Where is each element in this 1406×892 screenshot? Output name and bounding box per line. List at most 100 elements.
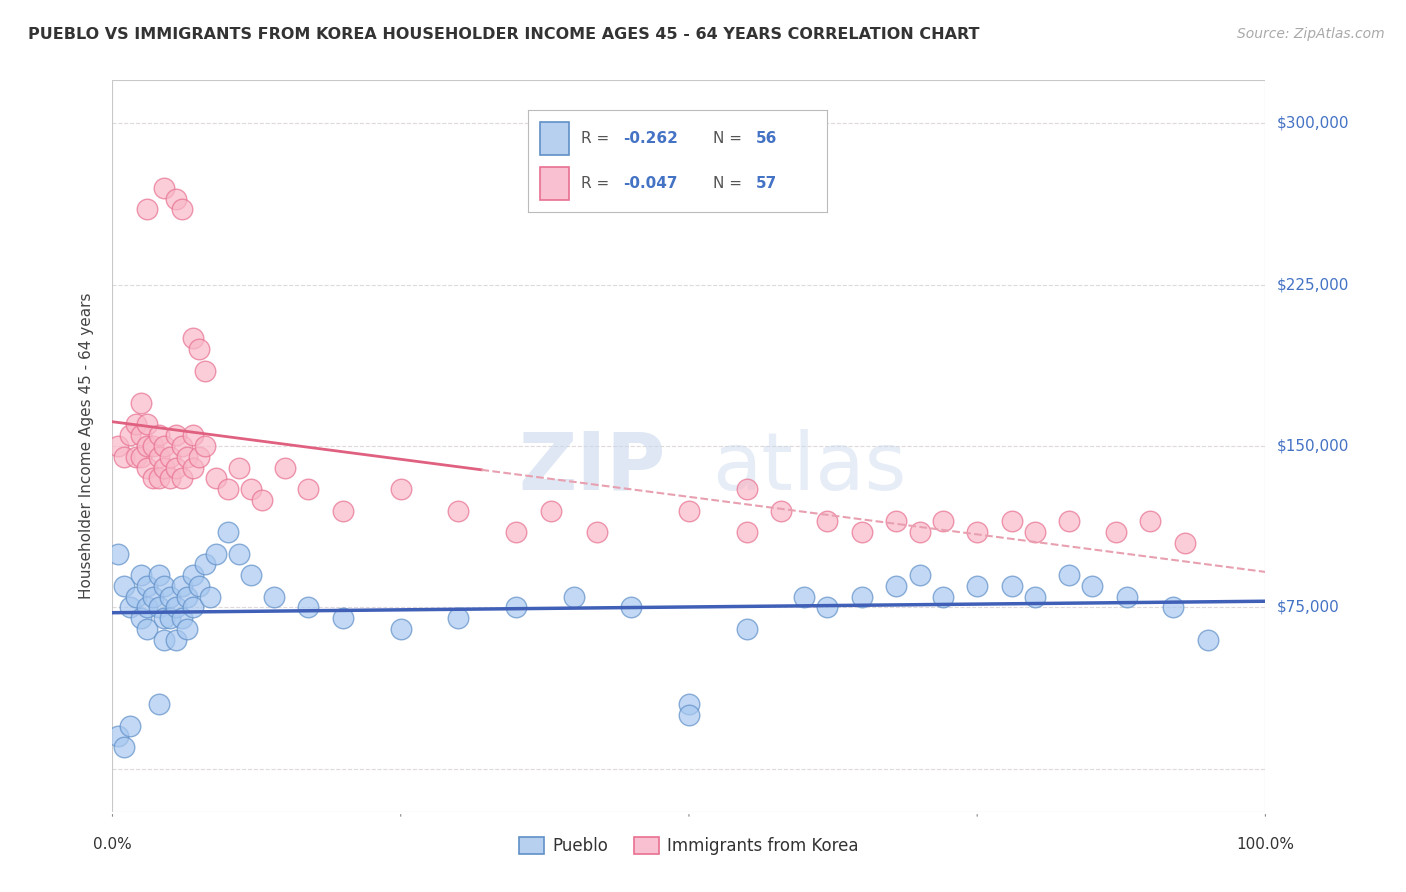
Point bbox=[165, 600, 187, 615]
Y-axis label: Householder Income Ages 45 - 64 years: Householder Income Ages 45 - 64 years bbox=[79, 293, 94, 599]
Point bbox=[505, 600, 527, 615]
Point bbox=[1024, 590, 1046, 604]
Point bbox=[159, 471, 181, 485]
Point bbox=[389, 482, 412, 496]
Point bbox=[1001, 514, 1024, 528]
Point bbox=[159, 611, 181, 625]
Point bbox=[118, 600, 141, 615]
Point bbox=[297, 482, 319, 496]
Text: ZIP: ZIP bbox=[519, 429, 666, 507]
Point bbox=[153, 439, 176, 453]
Point bbox=[142, 590, 165, 604]
Point bbox=[148, 568, 170, 582]
Point bbox=[129, 611, 153, 625]
Point bbox=[620, 600, 643, 615]
Point bbox=[188, 342, 211, 356]
Point bbox=[136, 439, 159, 453]
Point bbox=[274, 460, 297, 475]
Text: 100.0%: 100.0% bbox=[1236, 837, 1295, 852]
Point bbox=[129, 568, 153, 582]
Point bbox=[540, 503, 562, 517]
Point bbox=[181, 568, 204, 582]
Point bbox=[170, 471, 193, 485]
Text: PUEBLO VS IMMIGRANTS FROM KOREA HOUSEHOLDER INCOME AGES 45 - 64 YEARS CORRELATIO: PUEBLO VS IMMIGRANTS FROM KOREA HOUSEHOL… bbox=[28, 27, 980, 42]
Point bbox=[176, 590, 198, 604]
Point bbox=[678, 697, 700, 711]
Point bbox=[118, 428, 141, 442]
Point bbox=[228, 460, 250, 475]
Point bbox=[107, 730, 129, 744]
Point bbox=[176, 450, 198, 464]
Point bbox=[447, 503, 470, 517]
Point bbox=[181, 460, 204, 475]
Point bbox=[112, 740, 135, 755]
Point bbox=[205, 547, 228, 561]
Point bbox=[239, 482, 262, 496]
Point bbox=[129, 396, 153, 410]
Point bbox=[142, 471, 165, 485]
Point bbox=[159, 450, 181, 464]
Point bbox=[886, 579, 908, 593]
Point bbox=[505, 524, 527, 539]
Point bbox=[263, 590, 285, 604]
Point bbox=[678, 503, 700, 517]
Point bbox=[1139, 514, 1161, 528]
Point bbox=[908, 524, 931, 539]
Point bbox=[1059, 568, 1081, 582]
Point bbox=[735, 524, 758, 539]
Text: $150,000: $150,000 bbox=[1277, 439, 1348, 453]
Point bbox=[188, 450, 211, 464]
Point bbox=[966, 524, 988, 539]
Point bbox=[170, 579, 193, 593]
Point bbox=[217, 482, 239, 496]
Point bbox=[159, 590, 181, 604]
Point bbox=[793, 590, 815, 604]
Point bbox=[585, 524, 607, 539]
Point bbox=[148, 600, 170, 615]
Legend: Pueblo, Immigrants from Korea: Pueblo, Immigrants from Korea bbox=[513, 830, 865, 862]
Point bbox=[176, 622, 198, 636]
Point bbox=[815, 514, 838, 528]
Point bbox=[1081, 579, 1104, 593]
Point bbox=[136, 600, 159, 615]
Point bbox=[165, 192, 187, 206]
Text: $225,000: $225,000 bbox=[1277, 277, 1348, 293]
Point bbox=[1116, 590, 1139, 604]
Point bbox=[194, 439, 217, 453]
Point bbox=[1001, 579, 1024, 593]
Point bbox=[118, 719, 141, 733]
Text: $75,000: $75,000 bbox=[1277, 599, 1340, 615]
Point bbox=[136, 460, 159, 475]
Point bbox=[562, 590, 585, 604]
Point bbox=[332, 611, 354, 625]
Point bbox=[908, 568, 931, 582]
Point bbox=[194, 558, 217, 572]
Point bbox=[165, 632, 187, 647]
Point bbox=[142, 439, 165, 453]
Point bbox=[1174, 536, 1197, 550]
Point bbox=[153, 460, 176, 475]
Point bbox=[1197, 632, 1219, 647]
Point bbox=[153, 181, 176, 195]
Point bbox=[148, 471, 170, 485]
Point bbox=[107, 439, 129, 453]
Point bbox=[815, 600, 838, 615]
Point bbox=[153, 579, 176, 593]
Point bbox=[170, 611, 193, 625]
Point bbox=[1059, 514, 1081, 528]
Point bbox=[217, 524, 239, 539]
Point bbox=[153, 632, 176, 647]
Point bbox=[129, 428, 153, 442]
Point bbox=[931, 590, 953, 604]
Point bbox=[181, 331, 204, 345]
Point bbox=[931, 514, 953, 528]
Point bbox=[181, 428, 204, 442]
Point bbox=[129, 450, 153, 464]
Point bbox=[389, 622, 412, 636]
Point bbox=[886, 514, 908, 528]
Point bbox=[165, 428, 187, 442]
Point bbox=[124, 417, 146, 432]
Point bbox=[851, 524, 873, 539]
Point bbox=[165, 460, 187, 475]
Point bbox=[1161, 600, 1184, 615]
